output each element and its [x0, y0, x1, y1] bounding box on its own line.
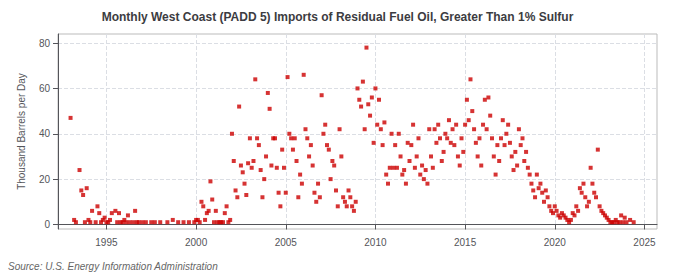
svg-text:1995: 1995 [95, 237, 118, 248]
svg-text:Thousand Barrels per Day: Thousand Barrels per Day [16, 73, 27, 190]
svg-text:Source: U.S. Energy Informatio: Source: U.S. Energy Information Administ… [8, 261, 218, 272]
svg-text:2010: 2010 [364, 237, 387, 248]
svg-text:2015: 2015 [454, 237, 477, 248]
svg-text:2025: 2025 [633, 237, 656, 248]
svg-text:80: 80 [39, 38, 51, 49]
svg-text:2005: 2005 [275, 237, 298, 248]
svg-text:Monthly West Coast (PADD 5) Im: Monthly West Coast (PADD 5) Imports of R… [102, 10, 574, 24]
svg-text:60: 60 [39, 83, 51, 94]
svg-text:20: 20 [39, 174, 51, 185]
svg-text:2020: 2020 [544, 237, 567, 248]
svg-text:40: 40 [39, 128, 51, 139]
svg-text:0: 0 [44, 219, 50, 230]
svg-text:2000: 2000 [185, 237, 208, 248]
